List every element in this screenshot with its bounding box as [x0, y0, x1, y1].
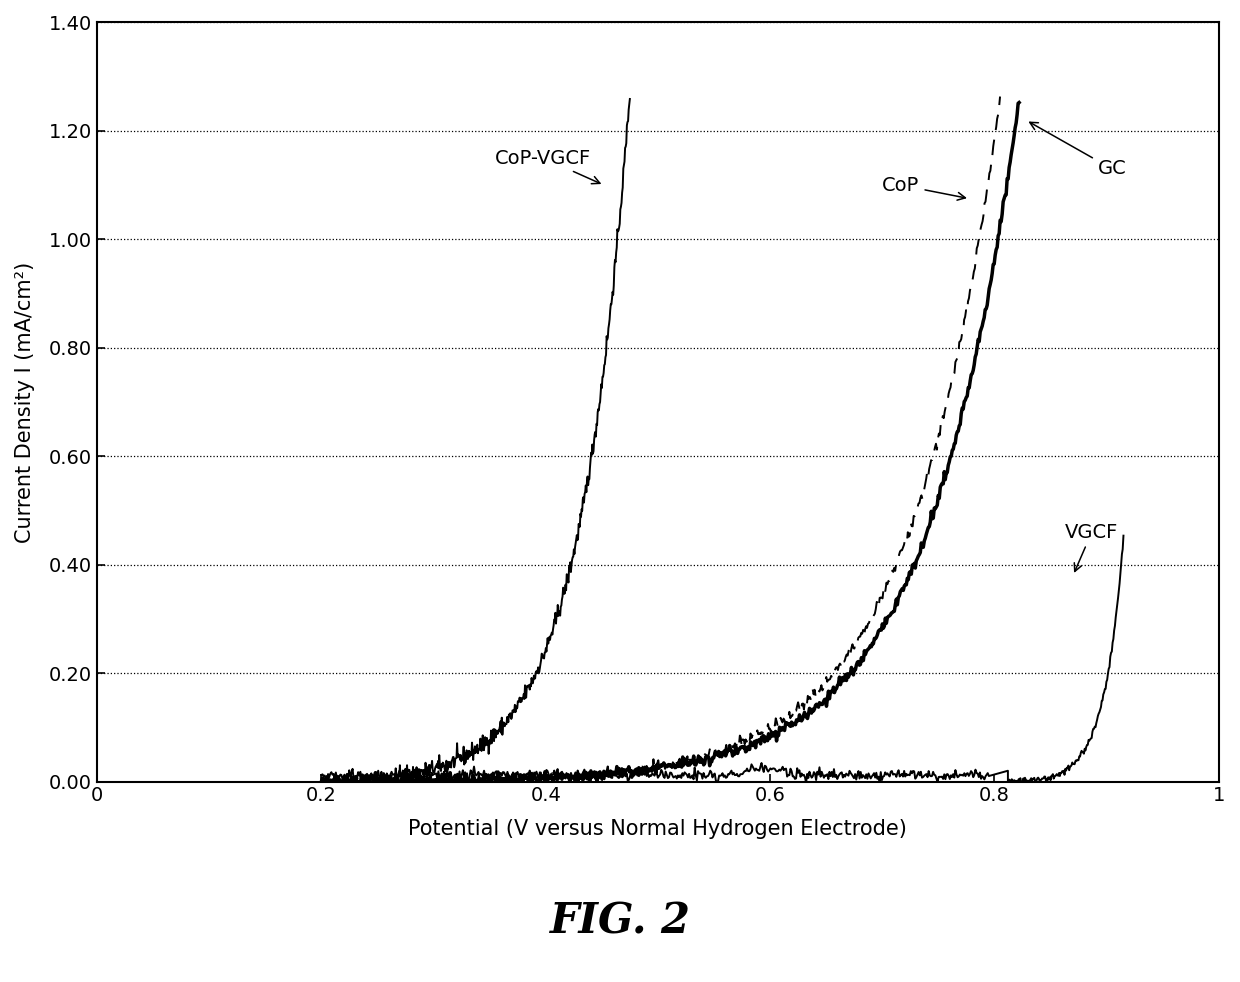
Y-axis label: Current Density I (mA/cm²): Current Density I (mA/cm²) — [15, 261, 35, 543]
Text: VGCF: VGCF — [1065, 522, 1118, 572]
Text: CoP-VGCF: CoP-VGCF — [495, 148, 600, 184]
Text: FIG. 2: FIG. 2 — [549, 900, 691, 942]
Text: CoP: CoP — [883, 176, 966, 200]
X-axis label: Potential (V versus Normal Hydrogen Electrode): Potential (V versus Normal Hydrogen Elec… — [408, 819, 908, 840]
Text: GC: GC — [1029, 123, 1126, 179]
